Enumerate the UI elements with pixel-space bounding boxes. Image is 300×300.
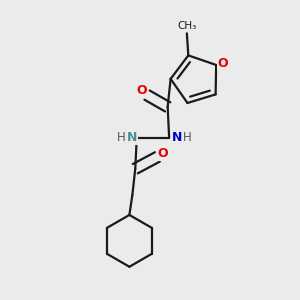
Text: O: O (136, 84, 147, 97)
Text: N: N (172, 131, 182, 144)
Text: H: H (183, 131, 192, 144)
Text: H: H (117, 131, 126, 144)
Text: O: O (158, 147, 168, 160)
Text: O: O (217, 57, 228, 70)
Text: CH₃: CH₃ (177, 21, 196, 31)
Text: N: N (127, 131, 137, 144)
